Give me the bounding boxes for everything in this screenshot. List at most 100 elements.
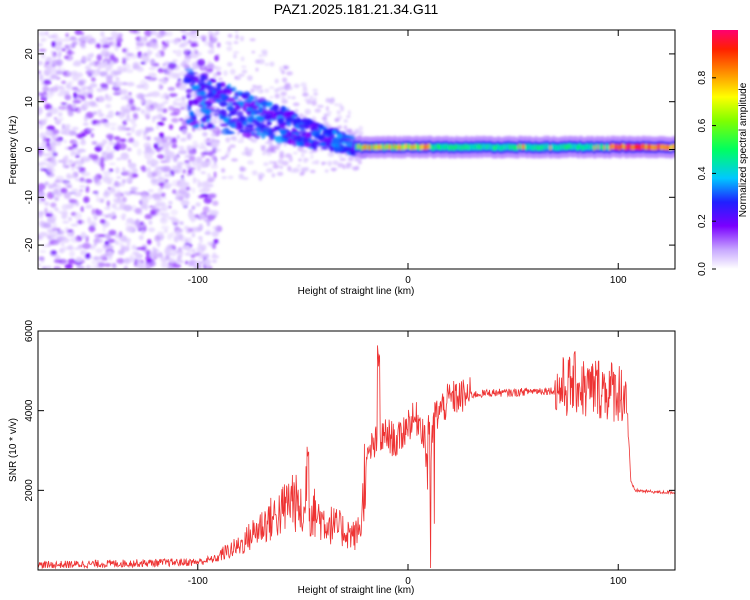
spectrogram-cell [324,169,329,173]
spectrogram-cell [80,140,86,146]
snr-marks [38,345,675,570]
spectrogram-cell [216,71,222,76]
spectrogram-cell [176,164,182,169]
spectrogram-cell [171,72,181,79]
spectrogram-cell [74,159,82,165]
spectrogram-cell [153,197,163,201]
spectrogram-cell [69,36,77,41]
spectrogram-cell [203,196,213,204]
spectrogram-cell [212,226,219,230]
spectrogram-cell [131,244,137,250]
spectrogram-cell [114,207,121,211]
spectrogram-cell [354,128,360,133]
spectrogram-cell [105,94,113,102]
spectrogram-cell [123,108,131,114]
spectrogram-cell [64,94,72,101]
spectrogram-cell [287,138,296,145]
spectrogram-cell [128,137,135,143]
spectrogram-cell [157,146,164,150]
spectrogram-cell [54,44,62,52]
spectrogram-cell [150,158,156,164]
spectrogram-cell [48,156,56,164]
spectrogram-cell [106,37,114,41]
colorbar-gradient [712,30,738,269]
spectrogram-cell [326,110,332,114]
spectrogram-cell [169,169,175,177]
spectrogram-cell [134,219,141,226]
spectrogram-cell [55,175,65,181]
spectrogram-cell [187,228,194,233]
spectrogram-cell [277,158,284,165]
spectrogram-cell [80,31,85,36]
spectrogram-cell [67,232,72,237]
spectrogram-cell [174,39,180,44]
spectrogram-cell [256,85,263,89]
spectrogram-cell [334,103,339,106]
spectrogram-cell [200,123,205,128]
spectrogram-cell [327,160,332,167]
spectrogram-cell [109,162,116,166]
spectrogram-cell [276,134,281,141]
spectrogram-cell [71,126,79,131]
spectrogram-cell [169,258,176,263]
spectrogram-cell [198,195,205,199]
spectrogram-cell [49,183,58,188]
spectrogram-cell [77,148,86,153]
spectrogram-cell [121,126,127,131]
spectrogram-cell [103,122,108,127]
spectrogram-cell [153,103,162,109]
spectrogram-cell [207,173,211,178]
spectrogram-cell [64,263,73,269]
snr-frame [37,330,676,571]
spectrogram-cell [226,46,233,52]
spectrogram-cell [38,213,42,217]
spectrogram-cell [93,123,102,127]
spectrogram-cell [178,80,182,84]
spectrogram-cell [157,187,163,195]
spectrogram-cell [191,169,195,177]
spectrogram-cell [243,91,251,96]
spectrogram-cell [121,82,128,86]
spectrogram-cell [38,107,44,115]
spectrogram-cell [321,161,325,166]
spectrogram-cell [174,97,183,102]
spectrogram-cell [206,64,213,69]
spectrogram-cell [183,76,192,84]
spectrogram-cell [301,152,305,158]
spectrogram-cell [201,118,207,122]
spectrogram-cell [337,162,344,168]
spectrogram-cell [264,141,272,145]
spectrogram-cell [213,120,218,125]
spectrogram-cell [68,199,78,204]
spectrogram-cell [190,111,194,118]
spectrogram-cell [106,200,111,207]
spectrogram-xlabel: Height of straight line (km) [298,286,415,297]
spectrogram-cell [136,262,145,269]
spectrogram-cell [184,252,192,256]
spectrogram-cell [198,236,203,240]
spectrogram-cell [184,50,188,55]
spectrogram-cell [146,136,151,141]
spectrogram-cell [195,123,200,129]
spectrogram-cell [208,194,216,199]
spectrogram-cell [148,67,157,70]
spectrogram-cell [221,176,227,180]
spectrogram-cell [210,210,219,216]
spectrogram-cell [124,118,132,122]
spectrogram-cell [218,119,224,124]
spectrogram-cell [46,125,55,131]
spectrogram-cell [124,50,130,56]
spectrogram-cell [71,188,79,192]
spectrogram-cell [240,35,244,42]
spectrogram-cell [310,154,314,160]
spectrogram-cell [62,220,70,224]
spectrogram-cell [168,93,178,98]
spectrogram-cell [90,133,94,138]
spectrogram-cell [221,156,227,160]
spectrogram-cell [119,89,128,95]
spectrogram-cell [205,106,215,110]
spectrogram-cell [278,125,286,130]
spectrogram-cell [212,65,218,69]
spectrogram-cell [114,70,123,74]
